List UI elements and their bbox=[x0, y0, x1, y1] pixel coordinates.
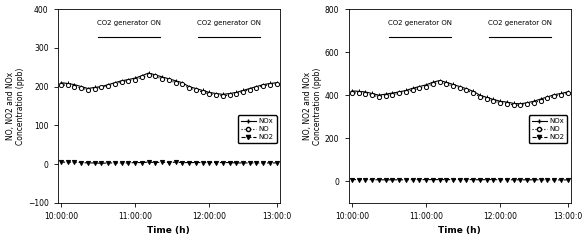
Text: CO2 generator ON: CO2 generator ON bbox=[488, 20, 552, 27]
Text: CO2 generator ON: CO2 generator ON bbox=[197, 20, 261, 27]
Text: CO2 generator ON: CO2 generator ON bbox=[387, 20, 452, 27]
X-axis label: Time (h): Time (h) bbox=[148, 227, 191, 235]
Text: CO2 generator ON: CO2 generator ON bbox=[97, 20, 161, 27]
Y-axis label: NO, NO2 and NOx
Concentration (ppb): NO, NO2 and NOx Concentration (ppb) bbox=[5, 67, 25, 145]
Y-axis label: NO, NO2 and NOx
Concentration (ppb): NO, NO2 and NOx Concentration (ppb) bbox=[303, 67, 322, 145]
X-axis label: Time (h): Time (h) bbox=[439, 227, 481, 235]
Legend: NOx, NO, NO2: NOx, NO, NO2 bbox=[238, 115, 276, 143]
Legend: NOx, NO, NO2: NOx, NO, NO2 bbox=[529, 115, 567, 143]
